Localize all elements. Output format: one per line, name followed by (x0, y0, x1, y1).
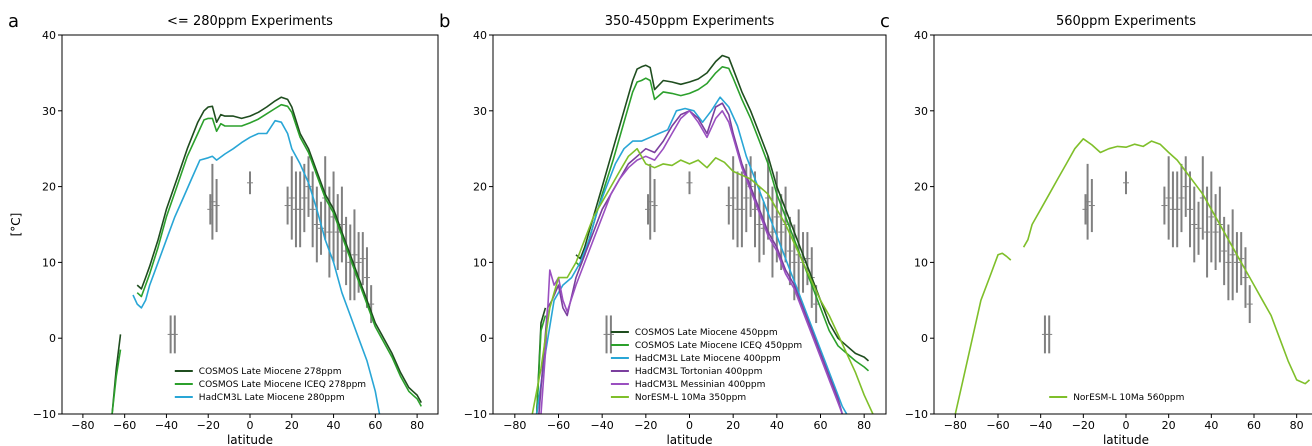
legend-entry: NorESM-L 10Ma 350ppm (635, 393, 746, 403)
legend-entry: COSMOS Late Miocene 450ppm (635, 328, 778, 338)
x-axis-label: latitude (1103, 433, 1149, 446)
legend-entry: HadCM3L Late Miocene 400ppm (635, 354, 781, 364)
x-tick-label: −40 (591, 419, 614, 432)
x-axis-label: latitude (227, 433, 273, 446)
y-tick-label: 0 (49, 332, 56, 345)
legend-entry: COSMOS Late Miocene ICEQ 278ppm (199, 380, 366, 390)
y-tick-label: 20 (42, 181, 56, 194)
x-tick-label: −20 (197, 419, 220, 432)
y-tick-label: 20 (914, 181, 928, 194)
y-tick-label: 20 (473, 181, 487, 194)
x-tick-label: 20 (285, 419, 299, 432)
x-tick-label: 60 (1247, 419, 1261, 432)
legend-entry: HadCM3L Late Miocene 280ppm (199, 393, 345, 403)
y-tick-label: −10 (905, 408, 928, 421)
x-tick-label: −80 (71, 419, 94, 432)
legend-entry: COSMOS Late Miocene 278ppm (199, 367, 342, 377)
x-tick-label: 0 (1123, 419, 1130, 432)
legend-entry: HadCM3L Messinian 400ppm (635, 380, 765, 390)
y-tick-label: −10 (464, 408, 487, 421)
chart-title: <= 280ppm Experiments (167, 14, 333, 29)
series-line-2 (535, 96, 848, 414)
x-tick-label: −60 (113, 419, 136, 432)
y-tick-label: −10 (33, 408, 56, 421)
x-tick-label: 20 (1162, 419, 1176, 432)
y-axis-label: [°C] (9, 213, 23, 237)
panel-letter: b (439, 11, 450, 32)
panel-letter: a (8, 11, 19, 32)
x-tick-label: −60 (547, 419, 570, 432)
x-tick-label: 80 (410, 419, 424, 432)
series-line-5 (531, 147, 874, 414)
y-tick-label: 10 (473, 256, 487, 269)
y-tick-label: 30 (42, 105, 56, 118)
plot-frame (933, 34, 1312, 415)
y-tick-label: 0 (480, 332, 487, 345)
x-tick-label: −40 (1029, 419, 1052, 432)
series-line-0 (954, 138, 1311, 414)
x-tick-label: 60 (368, 419, 382, 432)
x-tick-label: 0 (247, 419, 254, 432)
panel-b: −80 −60 −40 −20 0 20 40 60 80 −10 0 10 20 30 40 350-450… (439, 11, 887, 446)
series-line-1 (111, 103, 423, 414)
y-tick-label: 0 (921, 332, 928, 345)
x-tick-label: 60 (814, 419, 828, 432)
y-tick-label: 10 (914, 256, 928, 269)
y-tick-label: 40 (914, 29, 928, 42)
proxy-error-bars (167, 156, 375, 354)
x-tick-label: −20 (1072, 419, 1095, 432)
legend-entry: NorESM-L 10Ma 560ppm (1073, 393, 1184, 403)
x-tick-label: 80 (1290, 419, 1304, 432)
x-tick-label: −80 (944, 419, 967, 432)
x-tick-label: −40 (155, 419, 178, 432)
y-tick-label: 30 (473, 105, 487, 118)
y-tick-label: 40 (42, 29, 56, 42)
x-tick-label: 40 (1204, 419, 1218, 432)
proxy-error-bars (603, 156, 820, 354)
legend: NorESM-L 10Ma 560ppm (1049, 393, 1184, 403)
x-tick-label: −20 (634, 419, 657, 432)
series-line-2 (132, 119, 381, 414)
y-tick-label: 40 (473, 29, 487, 42)
legend: COSMOS Late Miocene 278ppm COSMOS Late Mi… (174, 367, 366, 403)
legend: COSMOS Late Miocene 450ppm COSMOS Late Mi… (610, 328, 802, 403)
chart-title: 350-450ppm Experiments (605, 14, 775, 29)
panel-a: −80 −60 −40 −20 0 20 40 60 80 −10 0 10 20 30 40 <= 280p… (8, 11, 439, 446)
series-line-4 (540, 110, 844, 414)
chart-title: 560ppm Experiments (1056, 14, 1196, 29)
legend-entry: COSMOS Late Miocene ICEQ 450ppm (635, 341, 802, 351)
panel-letter: c (880, 11, 890, 32)
proxy-error-bars (1041, 156, 1253, 354)
x-tick-label: 0 (686, 419, 693, 432)
x-tick-label: −80 (503, 419, 526, 432)
panel-c: −80 −60 −40 −20 0 20 40 60 80 −10 0 10 20 30 40 560ppm … (880, 11, 1312, 446)
x-tick-label: 40 (327, 419, 341, 432)
x-tick-label: 40 (770, 419, 784, 432)
x-axis-label: latitude (666, 433, 712, 446)
x-tick-label: 20 (726, 419, 740, 432)
y-tick-label: 30 (914, 105, 928, 118)
legend-entry: HadCM3L Tortonian 400ppm (635, 367, 763, 377)
x-tick-label: −60 (986, 419, 1009, 432)
x-tick-label: 80 (857, 419, 871, 432)
y-tick-label: 10 (42, 256, 56, 269)
